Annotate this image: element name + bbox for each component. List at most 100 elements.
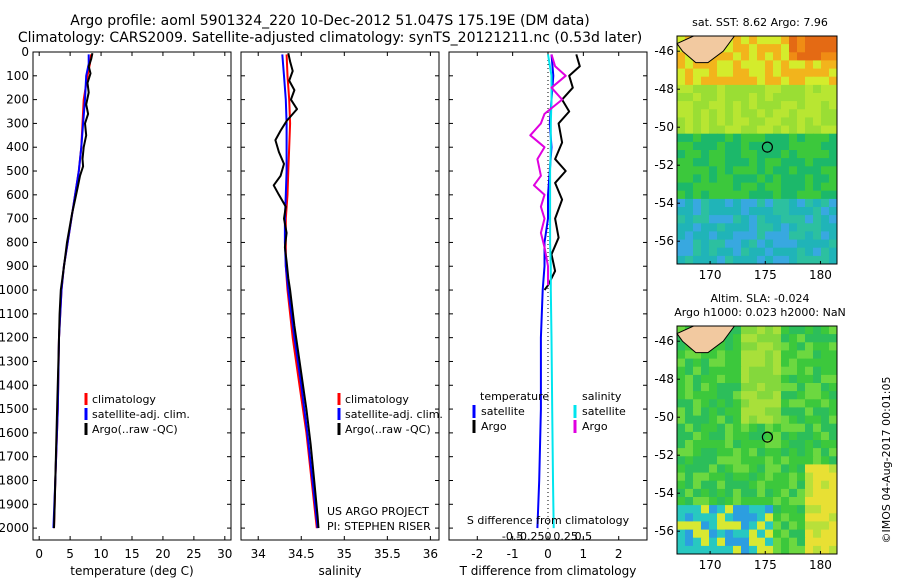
map-cell bbox=[693, 440, 702, 449]
map-cell bbox=[749, 431, 758, 441]
map-cell bbox=[741, 158, 750, 167]
map-x-tick-label: 175 bbox=[754, 268, 777, 282]
map-cell bbox=[757, 60, 766, 69]
series-argo-raw-qc bbox=[272, 52, 320, 529]
map-cell bbox=[805, 158, 814, 167]
map-cell bbox=[693, 247, 702, 257]
map-cell bbox=[685, 125, 694, 135]
map-cell bbox=[725, 198, 734, 208]
map-cell bbox=[749, 36, 758, 45]
map-cell bbox=[757, 158, 766, 167]
map-cell bbox=[741, 456, 750, 465]
map-cell bbox=[685, 239, 694, 249]
map-cell bbox=[757, 223, 766, 232]
map-cell bbox=[805, 537, 814, 547]
temperature-panel-frame bbox=[32, 51, 232, 541]
map-cell bbox=[797, 448, 806, 457]
legend-satellite-label: satellite-adj. clim. bbox=[92, 408, 190, 421]
map-cell bbox=[789, 488, 798, 498]
map-cell bbox=[749, 44, 758, 53]
map-cell bbox=[725, 537, 734, 547]
map-cell bbox=[757, 431, 766, 441]
map-cell bbox=[805, 231, 814, 240]
map-cell bbox=[765, 158, 774, 167]
map-cell bbox=[773, 60, 782, 69]
map-cell bbox=[733, 255, 742, 265]
map-cell bbox=[693, 68, 702, 78]
map-cell bbox=[757, 215, 766, 224]
map-cell bbox=[829, 431, 838, 441]
map-cell bbox=[829, 109, 838, 118]
map-cell bbox=[685, 423, 694, 433]
map-cell bbox=[757, 68, 766, 78]
map-cell bbox=[725, 431, 734, 441]
map-cell bbox=[773, 52, 782, 61]
map-cell bbox=[813, 76, 822, 86]
map-cell bbox=[725, 358, 734, 368]
map-cell bbox=[749, 125, 758, 135]
map-cell bbox=[765, 423, 774, 433]
map-cell bbox=[709, 456, 718, 465]
map-cell bbox=[765, 133, 774, 143]
map-cell bbox=[813, 334, 822, 343]
map-cell bbox=[805, 505, 814, 514]
map-cell bbox=[805, 342, 814, 351]
map-cell bbox=[709, 513, 718, 522]
map-cell bbox=[781, 198, 790, 208]
map-cell bbox=[813, 255, 822, 265]
map-cell bbox=[821, 36, 830, 45]
map-cell bbox=[829, 93, 838, 102]
map-cell bbox=[701, 117, 710, 126]
map-cell bbox=[717, 505, 726, 514]
map-cell bbox=[805, 488, 814, 498]
map-cell bbox=[789, 383, 798, 392]
map-cell bbox=[765, 488, 774, 498]
depth-tick-label: 1000 bbox=[0, 283, 29, 297]
depth-tick-label: 1700 bbox=[0, 450, 29, 464]
map-cell bbox=[829, 133, 838, 143]
map-cell bbox=[709, 174, 718, 183]
map-cell bbox=[677, 133, 686, 143]
map-cell bbox=[821, 456, 830, 465]
map-cell bbox=[821, 358, 830, 368]
map-cell bbox=[829, 342, 838, 351]
map-cell bbox=[789, 456, 798, 465]
salinity-panel-frame bbox=[240, 51, 440, 541]
map-cell bbox=[789, 133, 798, 143]
map-cell bbox=[725, 440, 734, 449]
map-cell bbox=[741, 423, 750, 433]
map-cell bbox=[741, 358, 750, 368]
map-cell bbox=[805, 423, 814, 433]
map-cell bbox=[741, 472, 750, 482]
map-cell bbox=[757, 537, 766, 547]
map-cell bbox=[773, 448, 782, 457]
x-tick-label: 35.5 bbox=[374, 547, 401, 561]
map-cell bbox=[797, 480, 806, 490]
map-cell bbox=[693, 125, 702, 135]
map-cell bbox=[781, 545, 790, 555]
map-cell bbox=[757, 448, 766, 457]
map-cell bbox=[701, 93, 710, 102]
map-cell bbox=[685, 133, 694, 143]
map-cell bbox=[805, 239, 814, 249]
map-cell bbox=[773, 68, 782, 78]
map-cell bbox=[757, 505, 766, 514]
map-cell bbox=[773, 480, 782, 490]
map-cell bbox=[717, 350, 726, 359]
map-cell bbox=[773, 76, 782, 86]
map-cell bbox=[821, 76, 830, 86]
map-cell bbox=[765, 68, 774, 78]
map-cell bbox=[765, 150, 774, 159]
legend-satellite-label: satellite-adj. clim. bbox=[345, 408, 443, 421]
map-cell bbox=[685, 407, 694, 416]
map-cell bbox=[725, 497, 734, 506]
map-cell bbox=[781, 431, 790, 441]
depth-tick-label: 1900 bbox=[0, 497, 29, 511]
map-cell bbox=[717, 448, 726, 457]
map-cell bbox=[733, 464, 742, 473]
map-cell bbox=[717, 456, 726, 465]
map-cell bbox=[757, 125, 766, 135]
map-cell bbox=[829, 158, 838, 167]
map-cell bbox=[725, 68, 734, 78]
x-tick-label: 15 bbox=[124, 547, 139, 561]
